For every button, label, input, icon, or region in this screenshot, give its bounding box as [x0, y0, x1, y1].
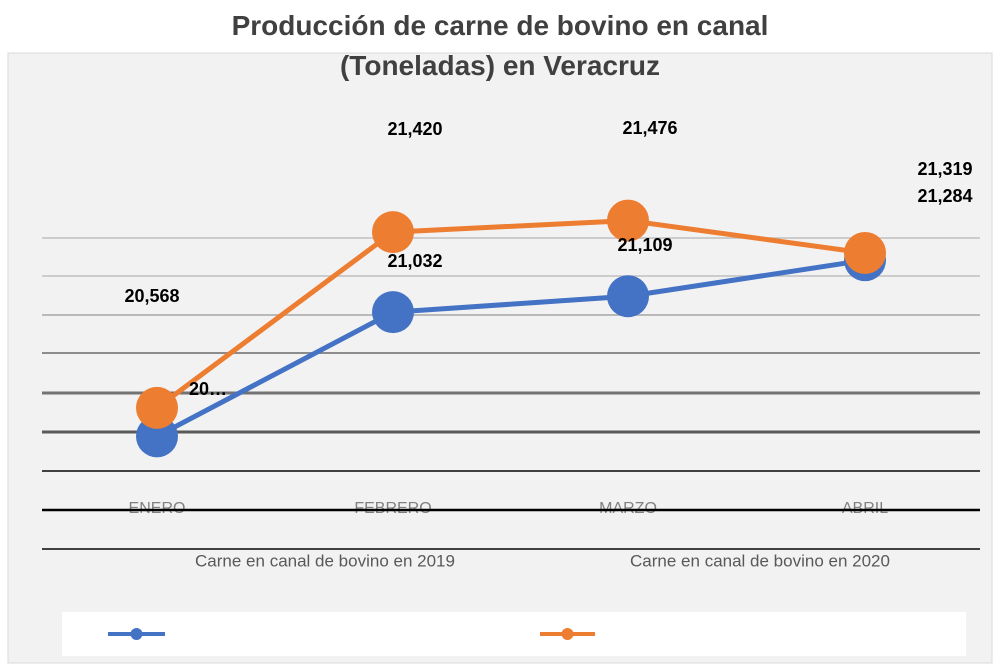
chart-title: Producción de carne de bovino en canal (…: [231, 10, 769, 81]
legend-marker: [561, 628, 574, 640]
x-tick-label: ABRIL: [842, 500, 888, 517]
chart-area: [7, 52, 993, 664]
data-label: 20,568: [124, 286, 179, 306]
legend-box: [62, 612, 966, 656]
data-label: 21,032: [387, 251, 442, 271]
data-point: [844, 231, 886, 274]
data-point: [372, 211, 414, 254]
data-label: 21,284: [917, 186, 972, 206]
series-line: [155, 257, 866, 439]
data-label: 21,420: [387, 119, 442, 139]
data-point: [607, 199, 649, 242]
x-tick-label: MARZO: [599, 500, 657, 517]
legend-marker: [130, 628, 143, 640]
data-point: [136, 386, 178, 429]
data-label: 21,319: [917, 159, 972, 179]
data-label: 21,109: [617, 235, 672, 255]
gridlines: [42, 237, 980, 550]
data-point: [372, 291, 414, 334]
x-tick-label: FEBRERO: [354, 500, 431, 517]
legend-label: Carne en canal de bovino en 2019: [195, 551, 455, 570]
data-point: [607, 275, 649, 318]
series-line: [155, 218, 866, 410]
x-tick-label: ENERO: [129, 500, 186, 517]
data-label: 20…: [189, 379, 227, 399]
legend-label: Carne en canal de bovino en 2020: [630, 551, 890, 570]
data-label: 21,476: [622, 118, 677, 138]
